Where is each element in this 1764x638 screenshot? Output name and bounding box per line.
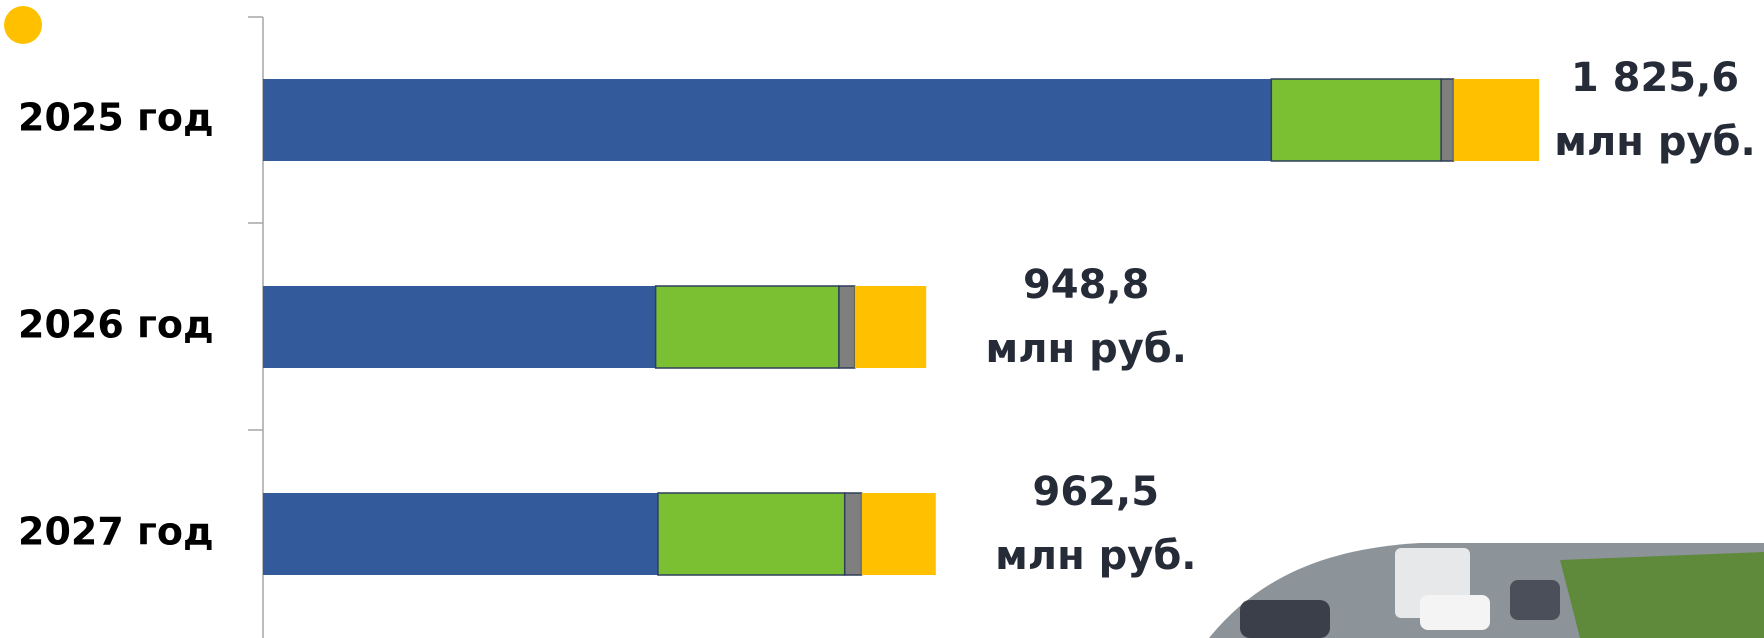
- category-label: 2027 год: [18, 510, 214, 554]
- bar-segment: [263, 493, 658, 575]
- unit-label: млн руб.: [1554, 119, 1755, 165]
- bar-segment: [854, 286, 927, 368]
- decor-dot: [4, 6, 42, 44]
- unit-label: млн руб.: [986, 326, 1187, 372]
- bar-segment: [838, 285, 856, 369]
- total-label: 962,5: [1033, 469, 1160, 515]
- unit-label: млн руб.: [995, 533, 1196, 579]
- bar-segment: [1440, 78, 1455, 162]
- bar-segment: [657, 492, 846, 576]
- photo: [1209, 543, 1764, 638]
- category-label: 2025 год: [18, 96, 214, 140]
- total-label: 1 825,6: [1571, 55, 1739, 101]
- bar-segment: [1453, 79, 1540, 161]
- bar-segment: [263, 286, 656, 368]
- bar-segment: [843, 492, 863, 576]
- bar-segment: [263, 79, 1272, 161]
- category-label: 2026 год: [18, 303, 214, 347]
- bar-segment: [1270, 78, 1442, 162]
- bar-segment: [654, 285, 840, 369]
- total-label: 948,8: [1023, 262, 1150, 308]
- bar-segment: [861, 493, 936, 575]
